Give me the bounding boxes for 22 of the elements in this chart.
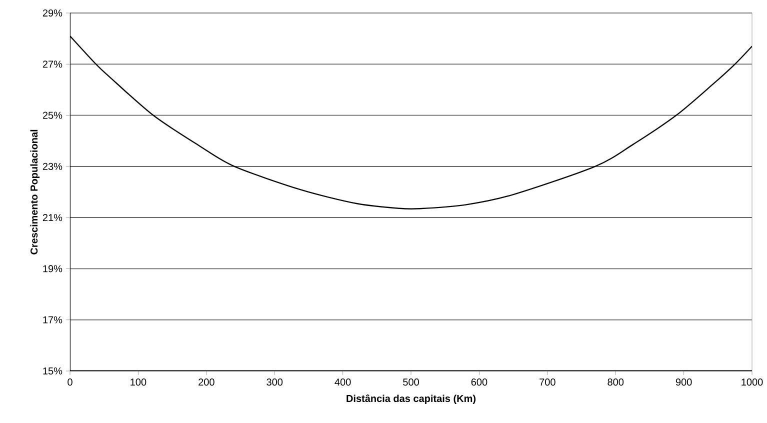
y-tick-label: 19% [43,265,62,272]
y-tick-label: 21% [42,214,62,222]
y-tick-label: 29% [42,9,62,17]
x-tick-label: 900 [676,378,692,386]
x-tick-label: 300 [266,378,283,386]
y-axis-title: Crescimento Populacional [30,130,40,254]
x-tick-label: 500 [403,378,419,386]
x-tick-label: 800 [608,378,624,386]
line-series [70,35,752,210]
x-tick-label: 100 [130,378,146,386]
y-tick-label: 23% [42,162,62,170]
x-tick-label: 400 [334,378,351,386]
y-tick-label: 15% [43,367,62,375]
y-tick-label: 17% [43,316,62,324]
x-tick-label: 600 [471,378,488,386]
y-tick-label: 27% [42,60,62,68]
x-axis-title: Distância das capitais (Km) [346,394,476,404]
y-tick-label: 25% [42,112,62,119]
x-tick-label: 700 [540,378,556,386]
x-tick-label: 0 [68,378,72,386]
x-tick-label: 200 [198,378,214,386]
x-tick-label: 1000 [742,378,763,386]
